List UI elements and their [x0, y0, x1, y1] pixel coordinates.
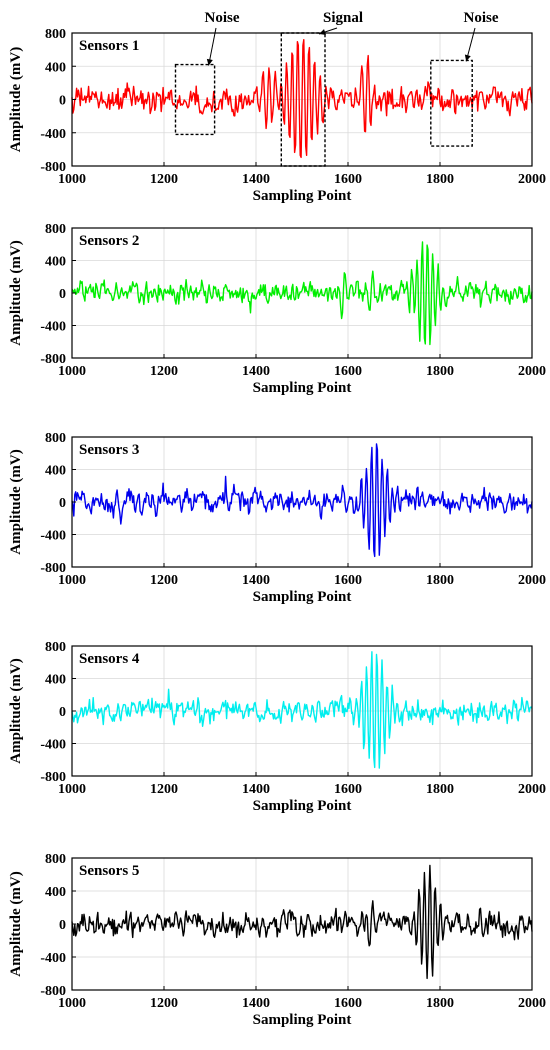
- y-tick-label: 0: [59, 94, 66, 109]
- y-axis-label: Amplitude (mV): [8, 449, 24, 554]
- x-tick-label: 1200: [150, 172, 178, 187]
- x-tick-label: 1200: [150, 573, 178, 588]
- x-tick-label: 1800: [426, 364, 454, 379]
- chart-panel-3: 1000 1200 1400 1600 1800 2000 800 400 0 -400 -800 S…: [8, 431, 546, 605]
- y-axis-label: Amplitude (mV): [8, 658, 24, 763]
- x-tick-label: 1400: [242, 172, 270, 187]
- y-axis-label: Amplitude (mV): [8, 240, 24, 345]
- annotation-box: [174, 63, 216, 136]
- x-tick-label: 2000: [518, 996, 546, 1011]
- chart-panel-5: 1000 1200 1400 1600 1800 2000 800 400 0 -400 -800 S…: [8, 852, 546, 1028]
- x-tick-label: 1000: [58, 996, 86, 1011]
- y-tick-label: 400: [45, 673, 66, 688]
- x-tick-label: 1600: [334, 782, 362, 797]
- y-tick-label: -800: [40, 770, 66, 785]
- x-tick-label: 1600: [334, 172, 362, 187]
- x-tick-label: 1800: [426, 996, 454, 1011]
- series-line: [71, 864, 533, 980]
- series-line: [71, 651, 533, 769]
- y-tick-label: -400: [40, 951, 66, 966]
- y-tick-label: 400: [45, 255, 66, 270]
- annotation-arrowhead: [206, 58, 213, 66]
- y-tick-label: 400: [45, 464, 66, 479]
- x-tick-label: 1000: [58, 364, 86, 379]
- y-tick-label: 0: [59, 287, 66, 302]
- annotation-box: [430, 59, 473, 147]
- x-tick-label: 1400: [242, 573, 270, 588]
- y-tick-label: -800: [40, 352, 66, 367]
- x-tick-label: 1600: [334, 364, 362, 379]
- chart-panel-2: 1000 1200 1400 1600 1800 2000 800 400 0 -400 -800 S…: [8, 222, 546, 396]
- x-tick-label: 1800: [426, 573, 454, 588]
- x-tick-label: 1800: [426, 782, 454, 797]
- y-tick-label: -400: [40, 127, 66, 142]
- y-tick-label: -400: [40, 738, 66, 753]
- x-axis-label: Sampling Point: [253, 380, 352, 396]
- panel-title: Sensors 5: [79, 863, 139, 879]
- y-tick-label: 800: [45, 431, 66, 446]
- y-tick-label: 400: [45, 885, 66, 900]
- x-tick-label: 2000: [518, 573, 546, 588]
- y-tick-label: 0: [59, 918, 66, 933]
- x-tick-label: 1400: [242, 364, 270, 379]
- x-tick-label: 1200: [150, 782, 178, 797]
- panel-title: Sensors 2: [79, 233, 139, 249]
- x-tick-label: 1600: [334, 573, 362, 588]
- y-tick-label: 800: [45, 640, 66, 655]
- annotation-label: Noise: [205, 10, 240, 26]
- annotation-arrowhead: [464, 54, 471, 62]
- x-tick-label: 2000: [518, 364, 546, 379]
- series-line: [71, 241, 533, 346]
- y-tick-label: -800: [40, 160, 66, 175]
- series-line: [71, 39, 533, 159]
- x-tick-label: 1000: [58, 782, 86, 797]
- x-tick-label: 1400: [242, 996, 270, 1011]
- y-tick-label: 400: [45, 60, 66, 75]
- y-tick-label: 0: [59, 496, 66, 511]
- series-line: [71, 443, 533, 558]
- y-tick-label: 800: [45, 222, 66, 237]
- x-tick-label: 1800: [426, 172, 454, 187]
- panel-title: Sensors 3: [79, 442, 139, 458]
- x-axis-label: Sampling Point: [253, 1012, 352, 1028]
- y-tick-label: 800: [45, 852, 66, 867]
- y-tick-label: -800: [40, 561, 66, 576]
- x-tick-label: 1000: [58, 573, 86, 588]
- y-tick-label: -400: [40, 320, 66, 335]
- x-tick-label: 1200: [150, 996, 178, 1011]
- annotation-label: Noise: [464, 10, 499, 26]
- grid-lines: [72, 646, 532, 776]
- x-tick-label: 1400: [242, 782, 270, 797]
- chart-panel-1: 1000 1200 1400 1600 1800 2000 800 400 0 -400 -800 S…: [8, 10, 546, 204]
- x-axis-label: Sampling Point: [253, 589, 352, 605]
- y-axis-label: Amplitude (mV): [8, 47, 24, 152]
- x-tick-label: 2000: [518, 172, 546, 187]
- annotation-arrowhead: [319, 29, 326, 35]
- annotation-label: Signal: [323, 10, 363, 26]
- y-tick-label: -400: [40, 529, 66, 544]
- x-tick-label: 2000: [518, 782, 546, 797]
- y-axis-label: Amplitude (mV): [8, 871, 24, 976]
- panel-title: Sensors 4: [79, 651, 140, 667]
- x-axis-label: Sampling Point: [253, 798, 352, 814]
- y-tick-label: -800: [40, 984, 66, 999]
- y-tick-label: 0: [59, 705, 66, 720]
- annotation-arrow: [208, 27, 217, 66]
- x-tick-label: 1600: [334, 996, 362, 1011]
- annotation-box: [280, 32, 326, 167]
- x-tick-label: 1000: [58, 172, 86, 187]
- panel-title: Sensors 1: [79, 38, 139, 54]
- chart-panel-4: 1000 1200 1400 1600 1800 2000 800 400 0 -400 -800 S…: [8, 640, 546, 814]
- x-axis-label: Sampling Point: [253, 188, 352, 204]
- y-tick-label: 800: [45, 27, 66, 42]
- x-tick-label: 1200: [150, 364, 178, 379]
